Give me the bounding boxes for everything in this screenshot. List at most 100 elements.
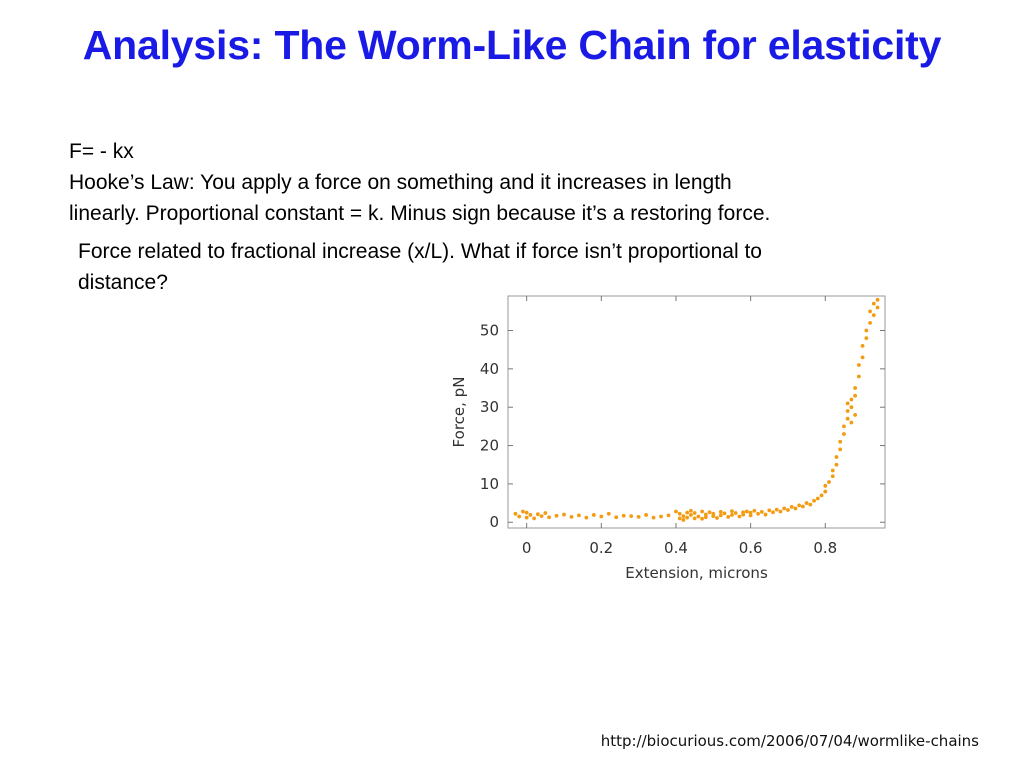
y-tick-label: 50 [480,322,499,340]
data-point [689,508,693,513]
data-point [681,518,686,522]
y-tick-label: 40 [480,360,499,378]
data-point [707,510,712,515]
x-tick-label: 0 [522,539,532,557]
data-point [703,515,708,520]
data-point [815,496,820,501]
data-point [871,313,876,318]
data-point [730,513,734,517]
data-point [845,416,850,421]
data-point [554,513,559,518]
data-point [864,328,869,333]
data-point [804,501,809,505]
data-point [864,336,869,341]
data-point [789,505,794,509]
data-point [759,509,764,514]
y-tick-label: 0 [489,513,499,531]
y-tick-label: 30 [480,398,499,416]
plot-frame [507,295,886,529]
question-line-1: Force related to fractional increase (x/… [78,240,762,263]
y-tick-label: 20 [480,437,499,455]
data-point [786,508,790,512]
data-point [823,489,828,494]
data-point [856,363,861,367]
question-text: Force related to fractional increase (x/… [78,236,938,298]
data-point [853,386,858,390]
data-point [838,439,843,444]
data-point [752,508,757,513]
data-point [722,511,727,516]
data-point [845,409,850,413]
data-point [681,514,686,519]
data-point [748,510,753,515]
data-point [856,374,861,379]
data-point [636,514,641,519]
data-point [606,511,611,516]
data-point [830,468,835,473]
data-point [666,513,671,518]
data-point [793,506,798,511]
data-point [599,514,604,519]
data-point [842,424,846,429]
data-point [521,509,525,514]
data-point [733,511,738,515]
data-point [849,397,854,402]
question-line-2: distance? [78,271,168,294]
data-point [853,412,858,417]
data-point [659,514,663,519]
data-point [830,474,835,479]
data-point [797,503,802,508]
data-point [524,510,529,515]
data-point [748,513,753,518]
data-point [513,511,518,516]
data-point [696,514,701,519]
data-point [868,320,872,325]
data-point [838,447,843,452]
data-point [591,513,596,517]
data-point [718,509,723,514]
hookes-law-text: F= - kx Hooke’s Law: You apply a force o… [69,136,969,229]
data-point [800,504,805,509]
data-point [677,516,682,521]
hookes-law-line-2: linearly. Proportional constant = k. Min… [69,202,771,225]
data-point [543,511,548,515]
data-point [532,516,537,521]
data-point [812,498,816,503]
data-point [744,509,749,514]
data-point [756,511,760,516]
y-tick-label: 10 [480,475,499,493]
data-point [853,393,858,398]
data-point [539,514,544,519]
data-point [547,515,551,520]
data-point [819,493,824,498]
data-point [860,343,865,348]
data-point [860,355,865,360]
data-point [614,515,619,520]
data-point [562,512,566,517]
data-point [528,513,533,517]
data-point [875,305,880,310]
data-point [535,512,540,517]
data-point [834,455,839,459]
data-point [763,512,768,517]
data-point [845,401,850,406]
data-point [741,512,746,517]
data-point [767,508,772,513]
data-point [726,514,731,519]
data-point [834,462,839,467]
data-point [782,506,787,511]
x-tick-label: 0.6 [739,539,763,557]
data-point [517,514,522,519]
data-point [715,516,719,520]
data-point [737,514,742,519]
source-link[interactable]: http://biocurious.com/2006/07/04/wormlik… [600,732,979,750]
data-point [849,405,854,410]
data-point [730,509,734,514]
data-point [584,515,589,520]
data-point [651,515,656,520]
y-axis-label: Force, pN [450,377,468,448]
data-point [700,516,704,521]
data-point [569,514,574,519]
data-point [677,511,682,516]
data-point [524,515,529,520]
